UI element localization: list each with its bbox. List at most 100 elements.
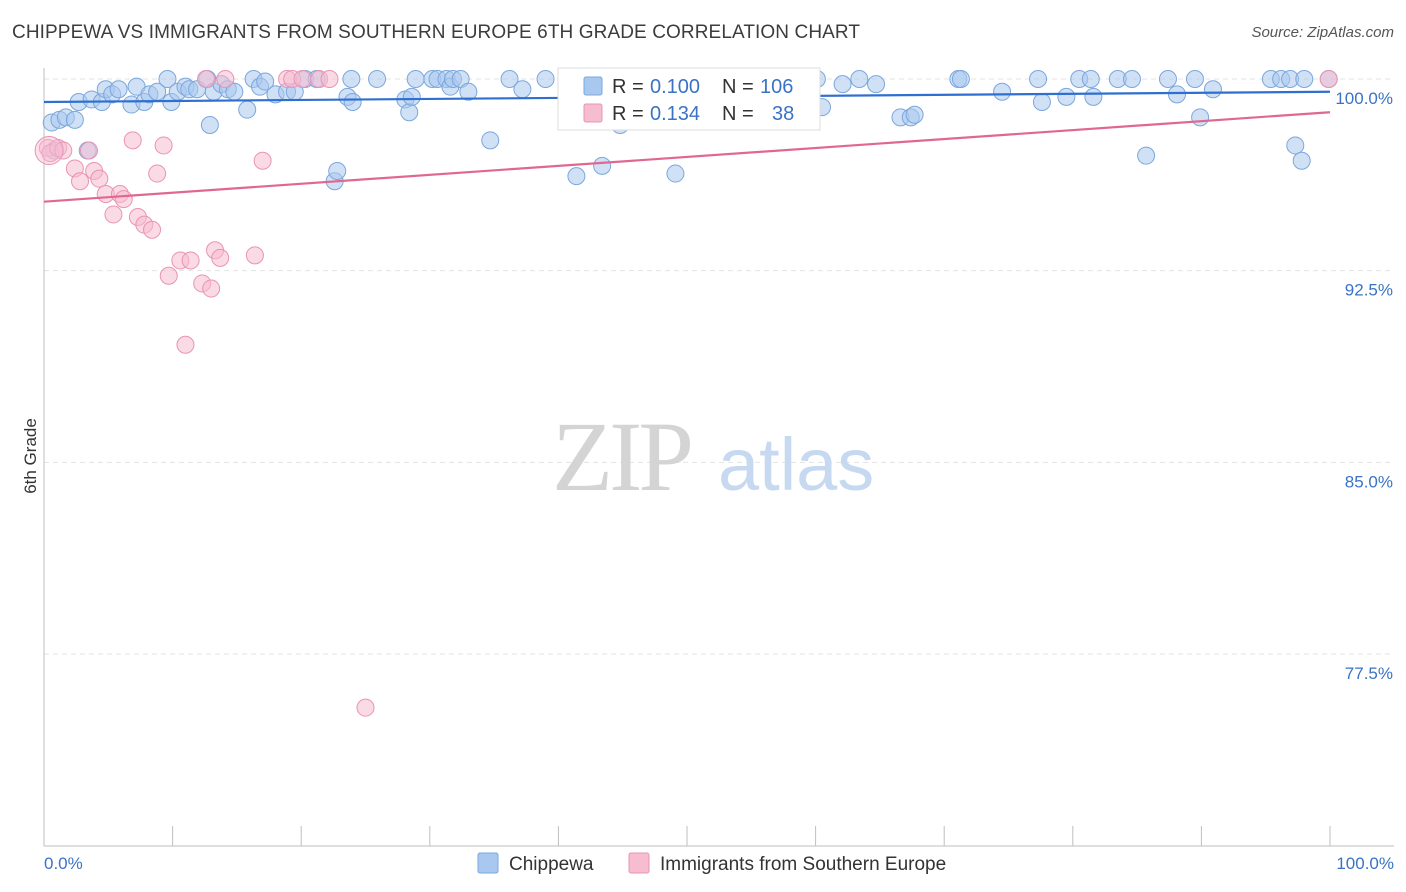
chippewa-point-59 bbox=[567, 167, 586, 186]
watermark: ZIP atlas bbox=[552, 401, 874, 512]
legend-r-label-2: R = bbox=[612, 103, 644, 125]
chippewa-point-41 bbox=[342, 70, 361, 88]
immigrants-point-33 bbox=[293, 70, 312, 88]
legend-bottom: Chippewa Immigrants from Southern Europe bbox=[477, 852, 946, 875]
y-tick-label-0: 100.0% bbox=[1335, 89, 1393, 108]
chippewa-point-77 bbox=[850, 70, 869, 88]
chippewa-point-92 bbox=[1122, 70, 1141, 88]
immigrants-point-29 bbox=[245, 246, 264, 265]
y-tick-labels: 100.0% 92.5% 85.0% 77.5% bbox=[1335, 89, 1393, 683]
chippewa-point-58 bbox=[536, 70, 555, 88]
chippewa-point-45 bbox=[400, 103, 419, 122]
chippewa-point-81 bbox=[905, 105, 924, 124]
legend-r-value-2: 0.134 bbox=[650, 103, 700, 125]
legend-n-label-1: N = bbox=[722, 76, 754, 98]
legend-r-value-1: 0.100 bbox=[650, 76, 700, 98]
immigrants-point-cluster bbox=[34, 136, 64, 166]
legend-bottom-label-chippewa: Chippewa bbox=[509, 854, 594, 875]
immigrants-point-13 bbox=[123, 131, 142, 150]
immigrants-point-24 bbox=[197, 70, 216, 88]
immigrants-point-17 bbox=[148, 164, 167, 183]
chippewa-point-39 bbox=[328, 162, 347, 180]
chippewa-point-56 bbox=[500, 70, 519, 88]
immigrants-point-8 bbox=[90, 169, 109, 188]
chippewa-point-11 bbox=[109, 80, 128, 99]
chippewa-point-32 bbox=[256, 72, 275, 91]
immigrants-point-27 bbox=[211, 248, 230, 267]
chippewa-point-17 bbox=[158, 70, 177, 88]
watermark-atlas: atlas bbox=[718, 423, 874, 506]
x-tick-label-start: 0.0% bbox=[44, 854, 83, 873]
immigrants-point-21 bbox=[176, 335, 195, 354]
chippewa-point-47 bbox=[406, 70, 425, 88]
immigrants-point-19 bbox=[159, 266, 178, 285]
y-tick-label-3: 77.5% bbox=[1345, 664, 1393, 683]
chippewa-point-4 bbox=[65, 110, 84, 129]
chippewa-point-103 bbox=[1292, 151, 1311, 170]
chippewa-point-89 bbox=[1081, 70, 1100, 88]
chippewa-point-84 bbox=[993, 82, 1012, 101]
y-axis-label: 6th Grade bbox=[21, 418, 40, 494]
legend-bottom-label-immigrants: Immigrants from Southern Europe bbox=[660, 854, 946, 875]
chippewa-point-57 bbox=[513, 80, 532, 99]
chippewa-point-87 bbox=[1057, 87, 1076, 106]
chippewa-point-83 bbox=[951, 70, 970, 88]
gridlines bbox=[44, 78, 1394, 655]
immigrants-point-6 bbox=[80, 141, 99, 160]
immigrants-point-35 bbox=[320, 70, 339, 88]
chippewa-point-76 bbox=[833, 75, 852, 94]
chippewa-point-85 bbox=[1029, 70, 1048, 88]
x-axis-ticks bbox=[172, 826, 1331, 846]
chippewa-point-24 bbox=[200, 116, 219, 134]
chippewa-point-93 bbox=[1137, 146, 1156, 165]
legend-swatch-blue bbox=[583, 76, 603, 96]
legend-top: R = 0.100 N = 106 R = 0.134 N = 38 bbox=[557, 67, 821, 131]
chippewa-point-104 bbox=[1295, 70, 1314, 88]
chippewa-point-43 bbox=[368, 70, 387, 88]
chippewa-point-97 bbox=[1191, 108, 1210, 127]
chippewa-point-61 bbox=[593, 156, 612, 175]
chippewa-point-78 bbox=[867, 75, 886, 94]
immigrants-point-18 bbox=[154, 136, 173, 155]
chippewa-point-29 bbox=[238, 100, 257, 119]
immigrants-point-37 bbox=[1319, 70, 1338, 88]
y-tick-label-1: 92.5% bbox=[1345, 281, 1393, 300]
legend-r-label-1: R = bbox=[612, 76, 644, 98]
legend-n-value-2: 38 bbox=[772, 103, 794, 125]
legend-bottom-swatch-chippewa bbox=[477, 852, 499, 874]
immigrants-point-10 bbox=[104, 205, 123, 224]
immigrants-point-28 bbox=[216, 70, 235, 88]
series-immigrants-points bbox=[34, 70, 1338, 717]
source-label: Source: ZipAtlas.com bbox=[1251, 24, 1394, 41]
chippewa-point-90 bbox=[1084, 87, 1103, 106]
regression-line-immigrants bbox=[43, 111, 1331, 203]
immigrants-point-16 bbox=[143, 220, 162, 239]
chippewa-point-64 bbox=[666, 164, 685, 183]
chippewa-point-96 bbox=[1185, 70, 1204, 88]
chippewa-point-42 bbox=[343, 93, 362, 111]
legend-n-label-2: N = bbox=[722, 103, 754, 125]
axes bbox=[43, 68, 1394, 847]
watermark-zip: ZIP bbox=[552, 401, 690, 512]
chippewa-point-94 bbox=[1158, 70, 1177, 88]
immigrants-point-36 bbox=[356, 698, 375, 717]
immigrants-point-12 bbox=[114, 190, 133, 209]
legend-swatch-pink bbox=[583, 103, 603, 123]
chippewa-point-95 bbox=[1167, 85, 1186, 104]
immigrants-point-5 bbox=[71, 172, 90, 191]
chippewa-point-98 bbox=[1203, 80, 1222, 99]
chippewa-point-86 bbox=[1032, 93, 1051, 111]
chippewa-point-102 bbox=[1286, 136, 1305, 155]
chart-title: CHIPPEWA VS IMMIGRANTS FROM SOUTHERN EUR… bbox=[12, 22, 861, 43]
chippewa-point-55 bbox=[481, 131, 500, 150]
chippewa-point-46 bbox=[402, 87, 421, 106]
immigrants-point-22 bbox=[181, 251, 200, 270]
legend-n-value-1: 106 bbox=[760, 76, 793, 98]
immigrants-point-25 bbox=[202, 279, 221, 298]
immigrants-point-30 bbox=[253, 151, 272, 170]
x-tick-label-end: 100.0% bbox=[1336, 854, 1394, 873]
y-tick-label-2: 85.0% bbox=[1345, 472, 1393, 491]
legend-bottom-swatch-immigrants bbox=[628, 852, 650, 874]
chippewa-point-54 bbox=[459, 82, 478, 101]
